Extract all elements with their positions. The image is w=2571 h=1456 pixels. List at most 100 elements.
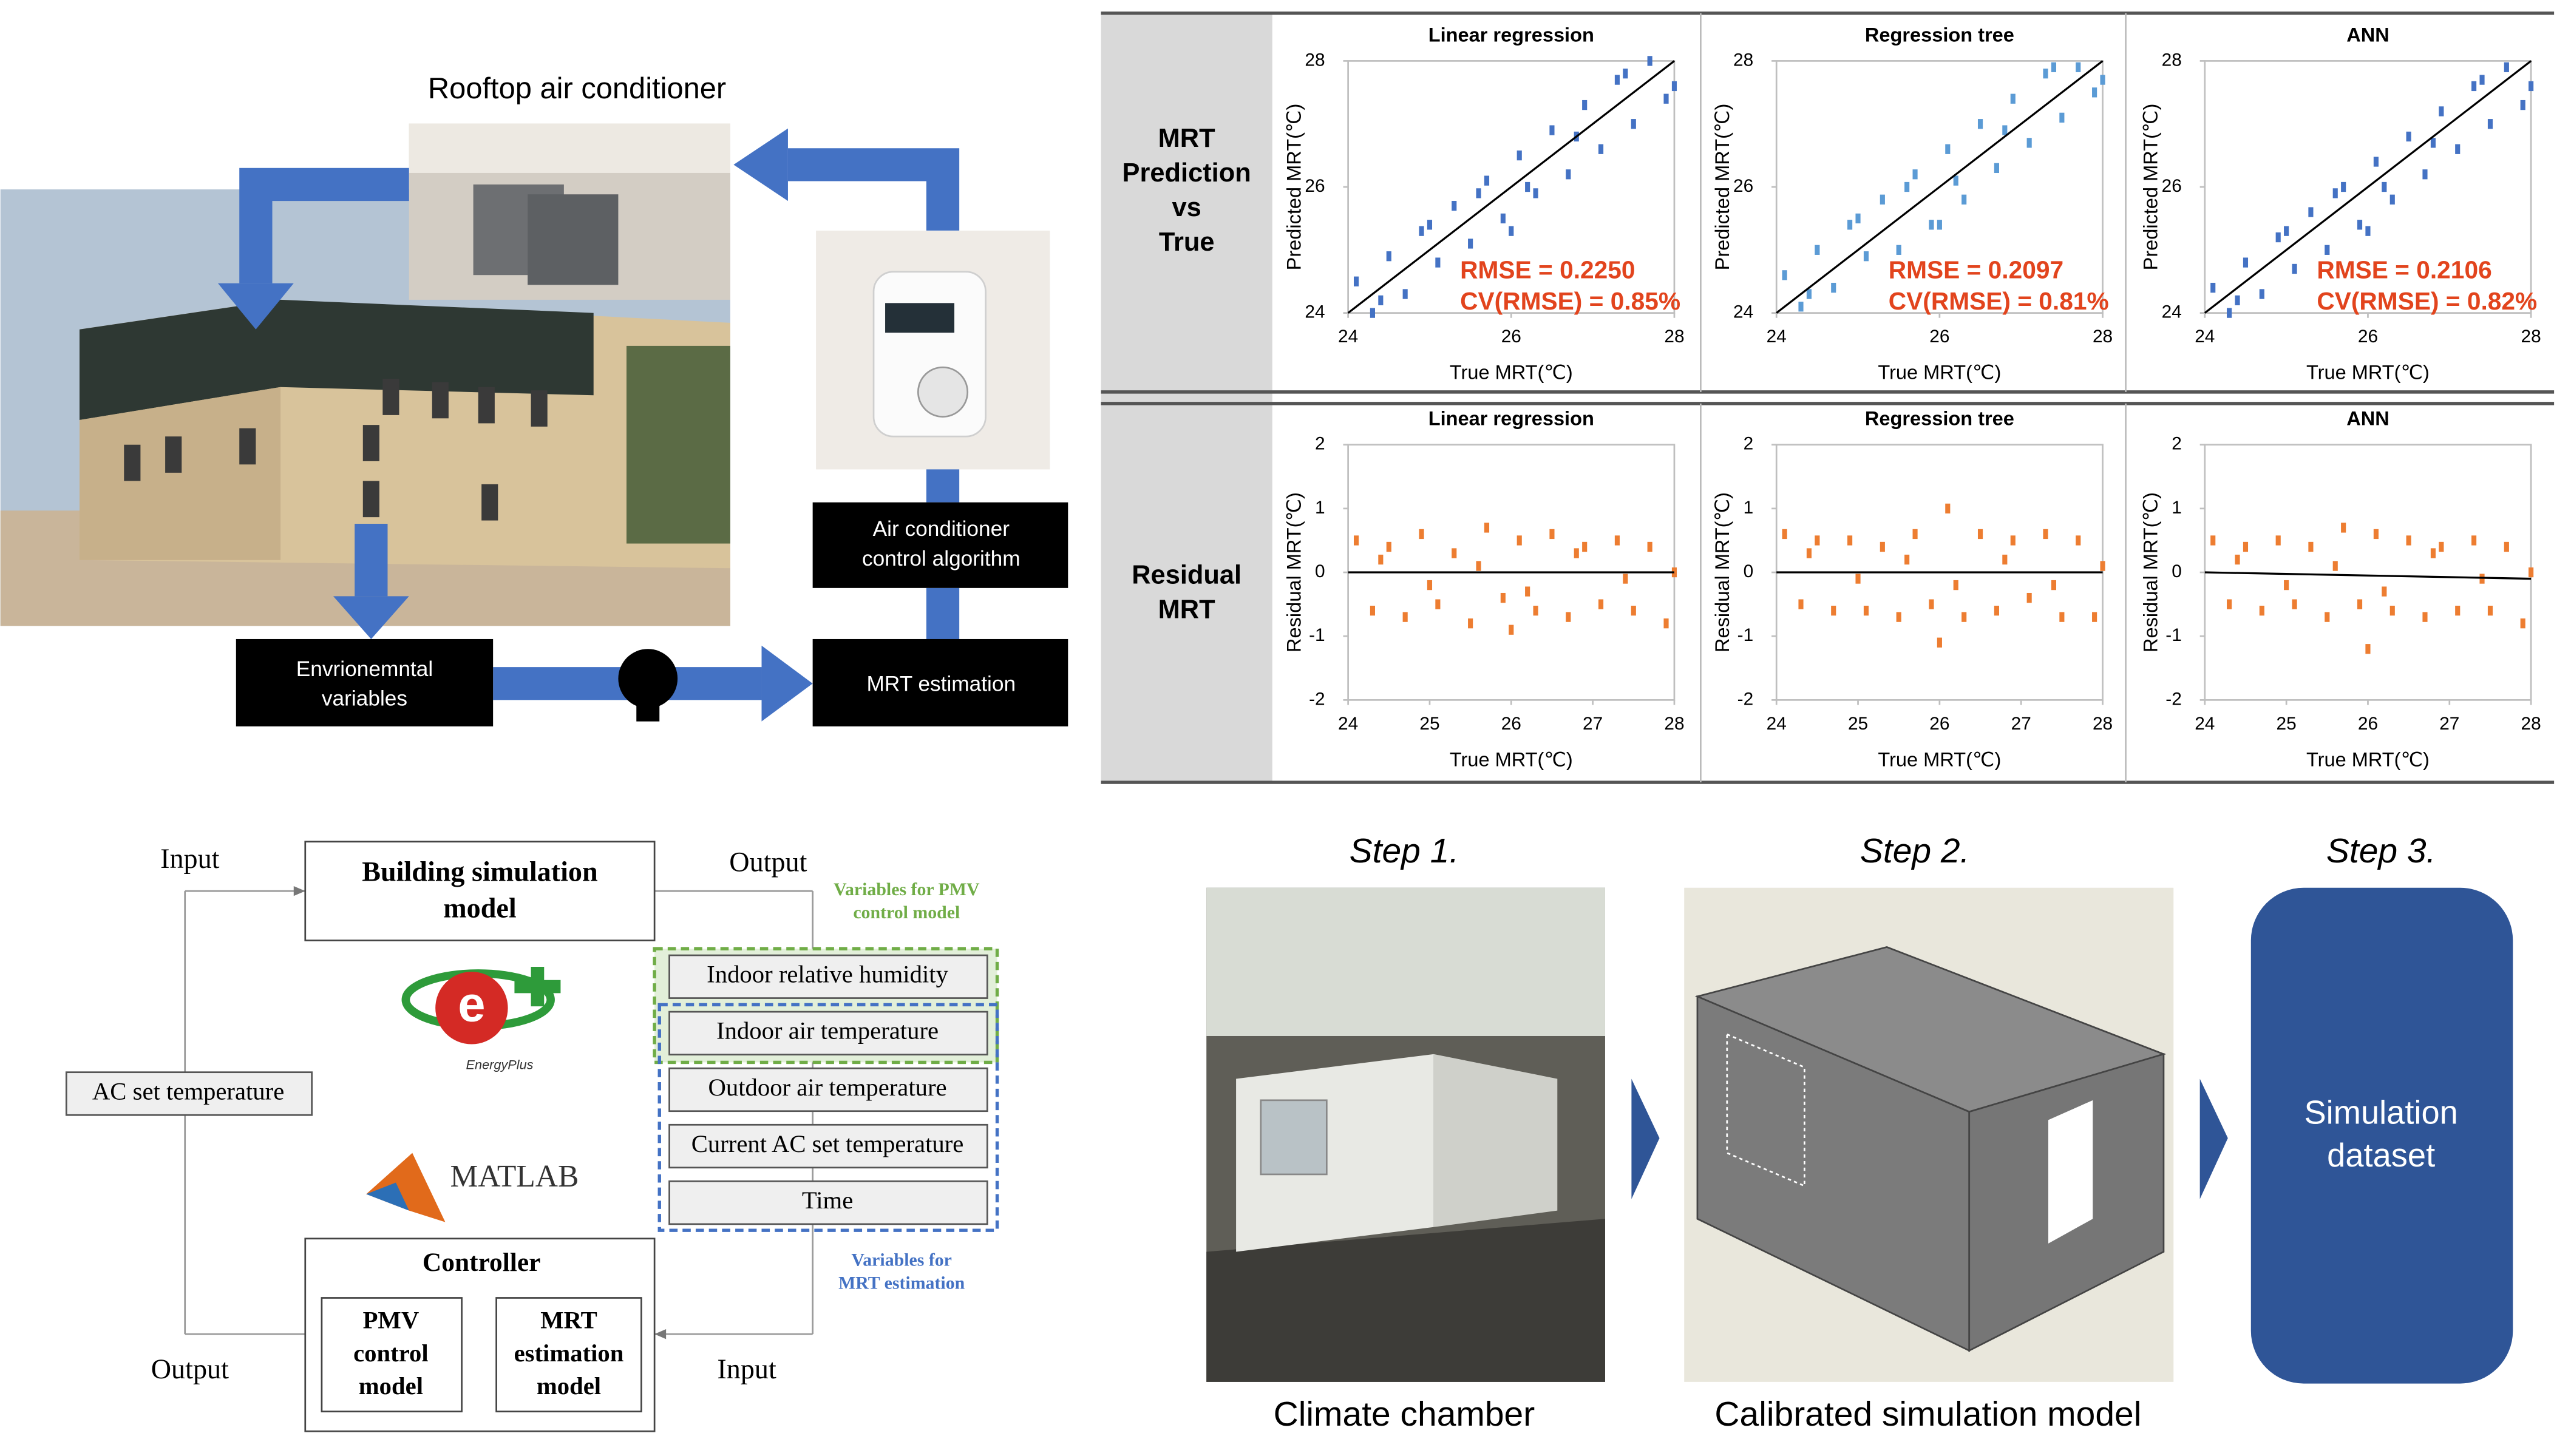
chart-title: Regression tree [1865,408,2014,430]
group-label: control model [853,902,960,923]
step-caption: Calibrated simulation model [1714,1395,2141,1434]
x-tick-label: 28 [2093,714,2113,734]
data-point [1863,606,1869,616]
metric-annotation: RMSE = 0.2106 [2317,256,2491,284]
data-point [1500,213,1506,224]
data-point [1378,295,1384,306]
y-tick-label: 2 [2172,434,2182,454]
step-label: Step 3. [2326,831,2436,870]
model-label: model [537,1372,601,1400]
node-box [812,502,1068,588]
y-axis-label: Predicted MRT(℃) [1711,104,1733,271]
y-axis-label: Residual MRT(℃) [2140,492,2162,652]
x-tick-label: 24 [2195,327,2215,347]
step-label: Step 1. [1350,831,1459,870]
x-tick-label: 28 [1664,714,1684,734]
data-point [2504,62,2509,72]
data-point [2406,131,2411,142]
row-label: Residual [1132,560,1241,589]
data-point [1516,150,1522,161]
y-tick-label: -1 [1309,625,1325,645]
chamber-ceiling [1206,887,1605,1036]
variable-box [668,954,988,999]
data-point [2504,541,2509,552]
data-point [1929,599,1934,609]
data-point [1582,100,1588,110]
building-window [531,390,548,427]
arrow-head [217,283,294,330]
data-point [2357,220,2363,230]
data-point [1566,169,1571,180]
data-point [1614,535,1620,546]
data-point [1663,93,1669,104]
data-point [1419,529,1424,540]
y-tick-label: 24 [2162,302,2182,322]
row-label: Prediction [1122,158,1251,188]
data-point [2529,81,2534,92]
node-label: MRT estimation [866,672,1016,696]
data-point [2357,599,2363,609]
step-chevron [2199,1078,2228,1199]
data-point [2100,561,2105,571]
data-point [2210,535,2216,546]
data-point [1386,541,1391,552]
variable-label: Time [802,1187,853,1214]
data-point [1847,220,1853,230]
data-point [1598,599,1604,609]
x-tick-label: 24 [1338,327,1358,347]
data-point [2389,194,2395,205]
y-tick-label: 0 [2172,561,2182,581]
data-point [2092,87,2097,98]
y-tick-label: 1 [1315,498,1325,518]
data-point [2520,100,2525,110]
y-tick-label: -2 [1309,689,1325,709]
metric-annotation: CV(RMSE) = 0.81% [1889,287,2109,315]
data-point [1476,561,1481,571]
data-point [2439,106,2444,117]
chart-title: Linear regression [1428,24,1594,46]
data-point [1533,606,1538,616]
data-point [1378,554,1384,565]
ac-box [65,1071,313,1116]
data-point [1623,69,1628,79]
data-point [1435,599,1441,609]
io-label: Input [160,843,220,874]
data-point [1977,529,1983,540]
data-point [2051,62,2057,72]
x-tick-label: 27 [1583,714,1603,734]
metric-annotation: CV(RMSE) = 0.85% [1460,287,1680,315]
data-point [2292,263,2297,274]
x-tick-label: 26 [1501,714,1521,734]
x-axis-label: True MRT(℃) [2306,362,2430,384]
chamber-window [1260,1099,1328,1176]
data-point [1994,163,1999,174]
data-point [1953,580,1958,591]
model-label: Building simulation [362,856,597,887]
x-tick-label: 26 [2358,327,2378,347]
model-label: PMV [363,1307,419,1334]
chart-title: Linear regression [1428,408,1594,430]
data-point [1598,144,1604,154]
data-point [1370,606,1375,616]
building-side [79,387,281,560]
data-point [1525,181,1530,192]
data-point [1484,175,1490,186]
model-box [304,841,656,941]
data-point [2235,554,2240,565]
data-point [2308,541,2314,552]
x-tick-label: 26 [1501,327,1521,347]
building-window [362,481,379,518]
y-tick-label: 26 [1305,176,1325,196]
mrt-variable-group [657,1003,999,1232]
step-chevron [1631,1078,1660,1199]
variable-box [668,1180,988,1225]
data-point [1402,289,1408,299]
x-tick-label: 28 [1664,327,1684,347]
arrow-head [654,1329,667,1339]
data-point [2235,295,2240,306]
x-tick-label: 24 [1338,714,1358,734]
y-tick-label: 2 [1315,434,1325,454]
data-point [1945,144,1951,154]
data-point [2479,75,2485,85]
